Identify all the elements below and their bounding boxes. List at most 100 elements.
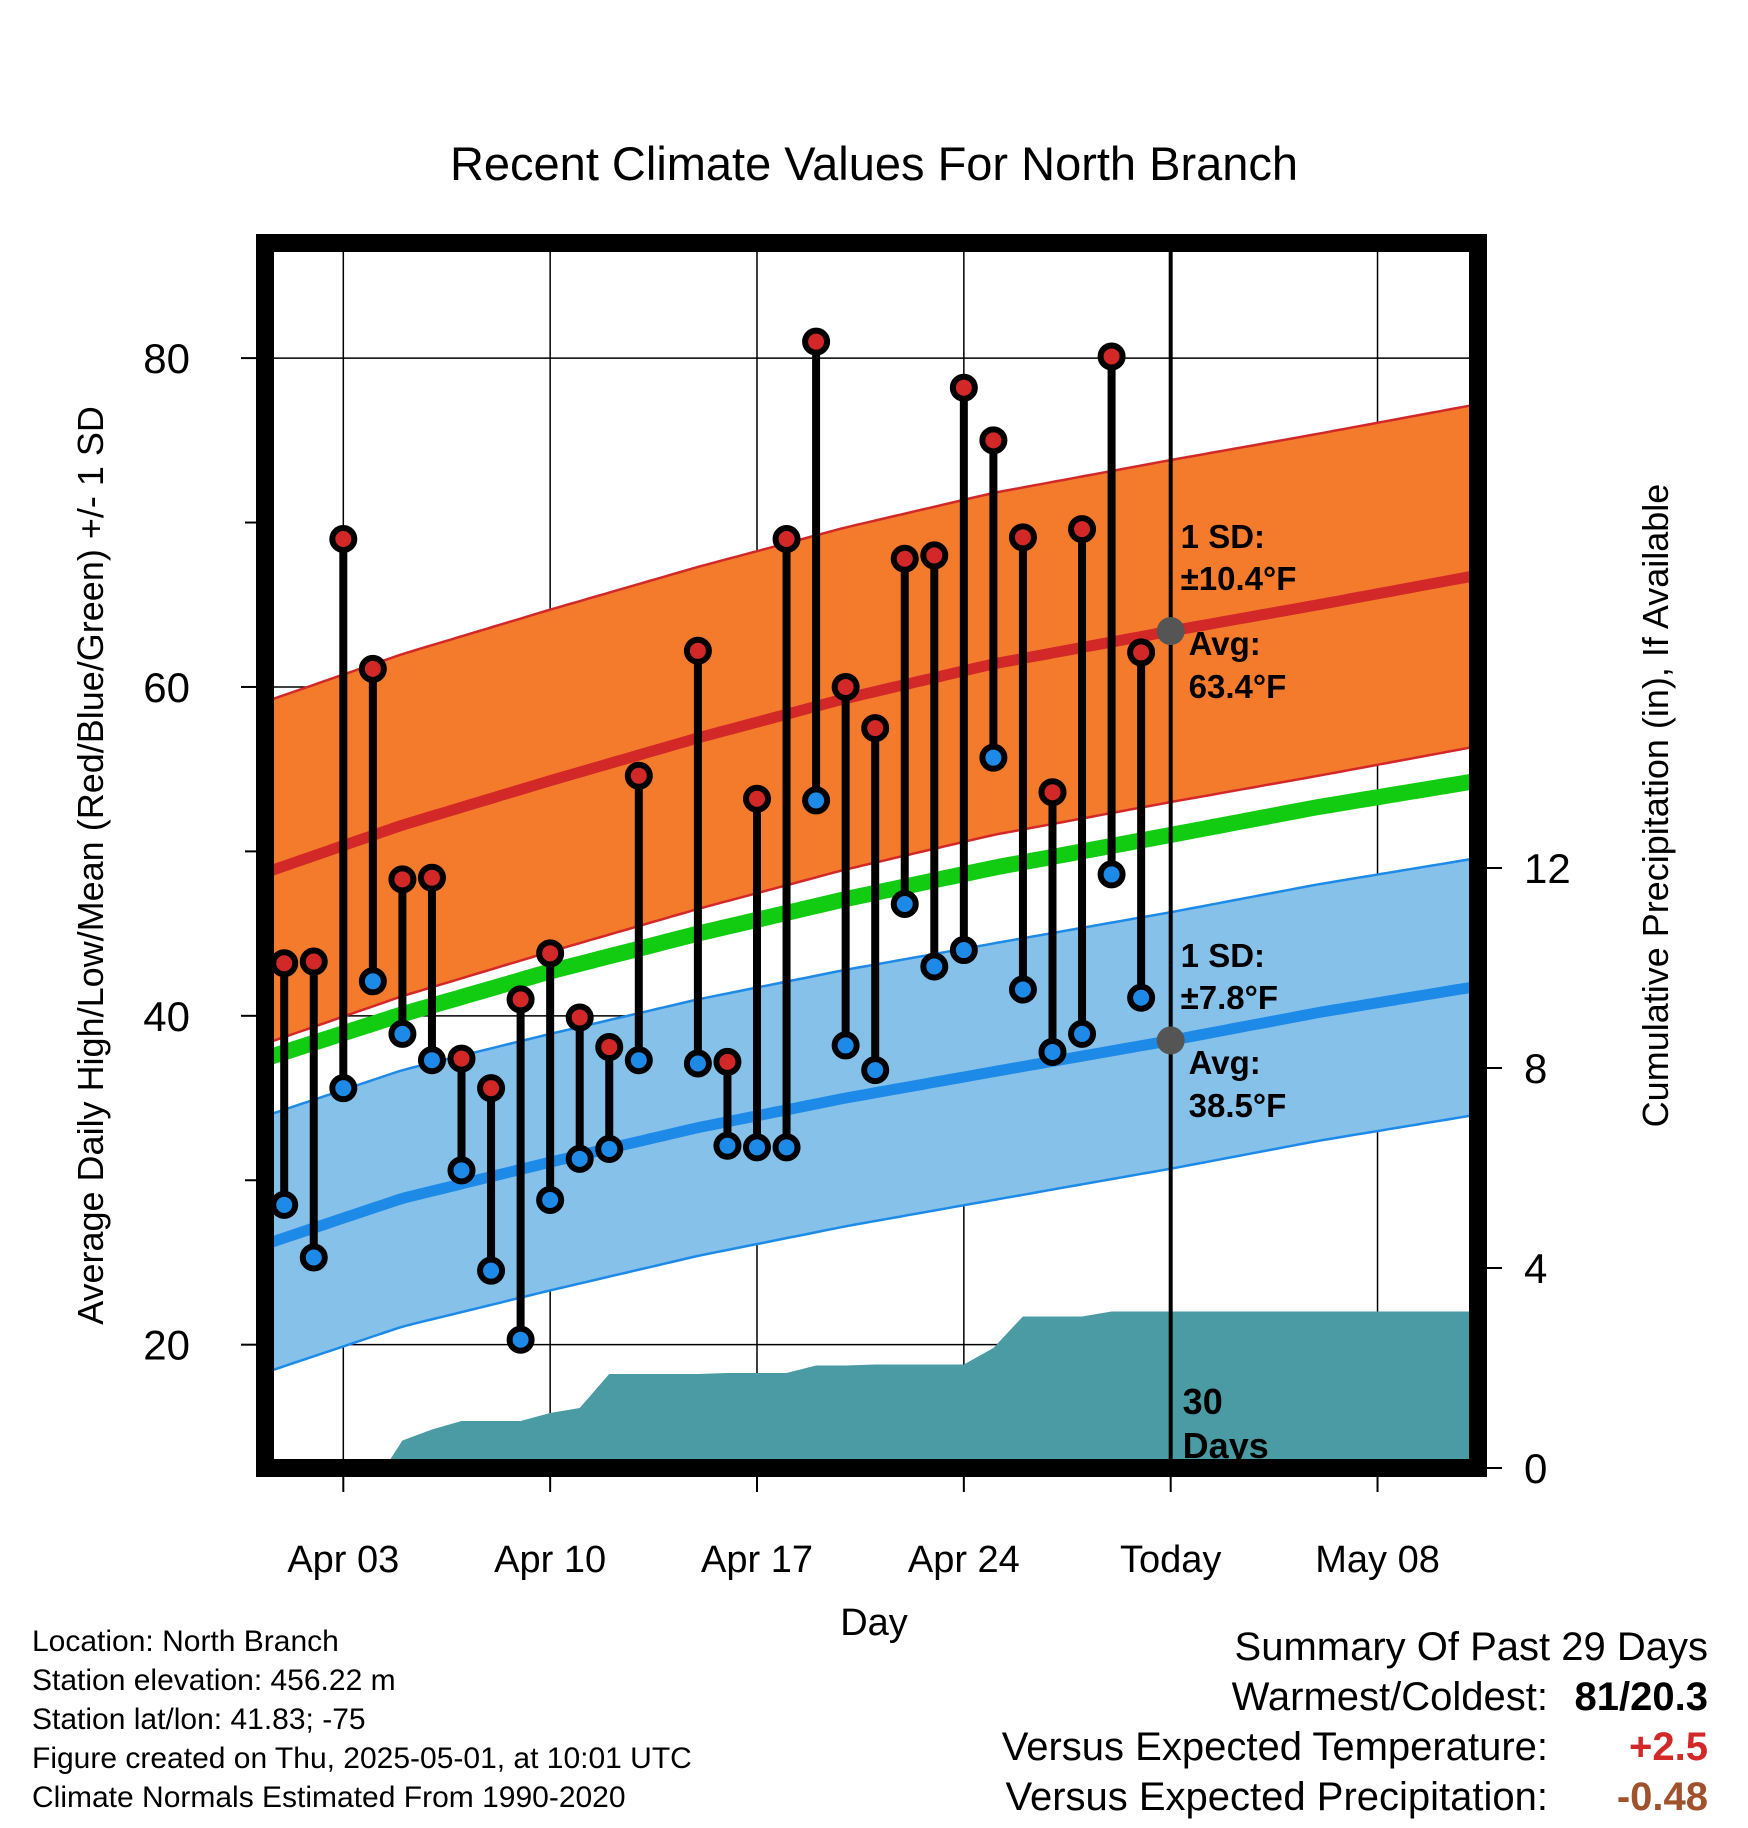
daily-low-point [595,1135,624,1164]
daily-high-point [299,947,328,976]
daily-low-point [447,1156,476,1185]
y2-tick-label: 4 [1524,1245,1547,1292]
summary-warmest-row: Warmest/Coldest: 81/20.3 [1002,1672,1708,1722]
axes-layer: 20 40 60 80 0 4 8 12 Apr 03 Apr 10 Apr 17 Apr 24 Tod… [143,234,1571,1581]
daily-high-point [831,672,860,701]
location-text: Location: North Branch [32,1625,339,1658]
high-normal-lower-edge [264,745,1477,1045]
low-normal-lower-edge [264,1113,1477,1374]
daily-low-point [1068,1019,1097,1048]
created-text: Figure created on Thu, 2025-05-01, at 10… [32,1742,692,1775]
high-normal-upper-edge [264,403,1477,703]
daily-high-point [742,784,771,813]
daily-low-point [949,936,978,965]
high-avg-value: 63.4°F [1189,668,1287,705]
low-normal-band [265,858,1477,1373]
y2-tick-label: 12 [1524,845,1571,892]
y-tick-label: 80 [143,335,190,382]
latlon-text: Station lat/lon: 41.83; -75 [32,1703,366,1736]
daily-high-point [683,636,712,665]
daily-low-point [831,1031,860,1060]
y2-tick-label: 0 [1524,1445,1547,1492]
today-days-number: 30 [1183,1381,1223,1422]
x-tick-label: Today [1120,1539,1221,1581]
daily-high-point [979,426,1008,455]
daily-high-point [713,1047,742,1076]
y-tick-label: 60 [143,664,190,711]
warmest-label: Warmest/Coldest: [1231,1675,1548,1719]
daily-high-point [565,1003,594,1032]
daily-low-point [417,1046,446,1075]
daily-low-point [388,1019,417,1048]
x-tick-label: Apr 17 [701,1539,813,1581]
daily-high-point [1097,342,1126,371]
precip-label: Versus Expected Precipitation: [1005,1775,1548,1819]
daily-low-point [713,1131,742,1160]
annotation-layer: 1 SD: ±10.4°F Avg: 63.4°F 1 SD: ±7.8°F Avg: 38.… [1156,518,1297,1124]
daily-high-point [358,654,387,683]
daily-low-point [299,1243,328,1272]
daily-high-point [417,863,446,892]
daily-low-point [565,1144,594,1173]
daily-low-point [802,786,831,815]
daily-high-point [1008,523,1037,552]
x-tick-label: Apr 24 [908,1539,1020,1581]
station-info: Location: North Branch Station elevation… [32,1622,692,1817]
daily-high-point [949,373,978,402]
precip-value: -0.48 [1616,1775,1708,1819]
summary-temp-row: Versus Expected Temperature: +2.5 [1002,1722,1708,1772]
x-tick-label: Apr 10 [494,1539,606,1581]
x-axis-label: Day [840,1602,908,1644]
warmest-value: 81/20.3 [1574,1675,1708,1719]
daily-low-point [624,1046,653,1075]
daily-low-point [920,952,949,981]
daily-low-point [772,1133,801,1162]
daily-high-point [270,949,299,978]
y2-tick-label: 8 [1524,1045,1547,1092]
high-sd-value: ±10.4°F [1181,560,1297,597]
daily-marks-layer [270,327,1156,1354]
low-sd-value: ±7.8°F [1181,979,1278,1016]
daily-high-point [624,761,653,790]
daily-high-point [1068,515,1097,544]
daily-low-point [329,1074,358,1103]
high-avg-label: Avg: [1189,625,1261,662]
summary-title: Summary Of Past 29 Days [1234,1625,1708,1669]
daily-high-point [477,1074,506,1103]
daily-low-point [1038,1037,1067,1066]
normals-layer [262,403,1478,1374]
plot-frame [256,234,1487,1477]
daily-high-point [890,544,919,573]
high-avg-marker [1156,617,1185,646]
daily-low-point [861,1056,890,1085]
low-sd-label: 1 SD: [1181,937,1265,974]
daily-low-point [890,890,919,919]
high-sd-label: 1 SD: [1181,518,1265,555]
daily-low-point [270,1190,299,1219]
low-avg-value: 38.5°F [1189,1087,1287,1124]
temp-label: Versus Expected Temperature: [1001,1725,1548,1769]
temp-value: +2.5 [1629,1725,1708,1769]
daily-low-point [358,967,387,996]
precip-area [265,1311,1478,1468]
daily-low-point [506,1325,535,1354]
daily-high-point [920,541,949,570]
normals-text: Climate Normals Estimated From 1990-2020 [32,1781,626,1814]
y-axis-label: Average Daily High/Low/Mean (Red/Blue/Gr… [70,406,111,1325]
daily-low-point [979,743,1008,772]
daily-low-point [1097,860,1126,889]
daily-high-point [388,865,417,894]
daily-low-point [742,1133,771,1162]
y2-axis-label: Cumulative Precipitation (in), If Availa… [1635,484,1676,1128]
daily-low-point [683,1049,712,1078]
daily-low-point [477,1256,506,1285]
daily-high-point [861,714,890,743]
high-normal-line [263,569,1478,878]
daily-low-point [536,1185,565,1214]
summary-precip-row: Versus Expected Precipitation: -0.48 [1002,1772,1708,1822]
daily-high-point [1038,778,1067,807]
low-avg-marker [1156,1026,1185,1055]
mean-normal-line [262,773,1478,1067]
daily-high-point [447,1044,476,1073]
